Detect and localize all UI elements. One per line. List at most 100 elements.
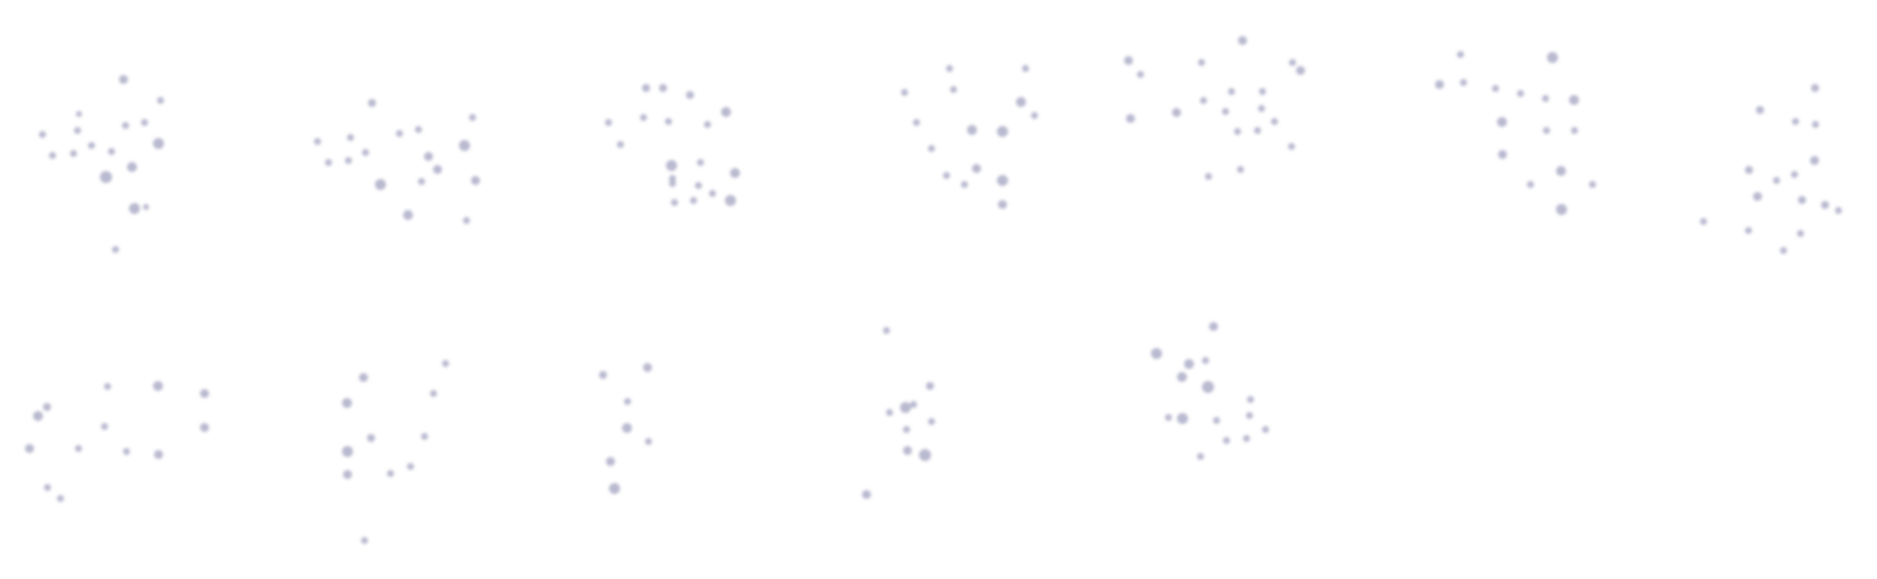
dot <box>1497 117 1507 127</box>
dot <box>406 462 414 470</box>
dot <box>622 423 632 433</box>
dot <box>668 174 676 182</box>
dot <box>1555 203 1567 215</box>
dot <box>1030 111 1038 119</box>
dot <box>432 164 442 174</box>
dot <box>1021 64 1029 72</box>
dot <box>1208 321 1218 331</box>
dot <box>1772 176 1780 184</box>
dot <box>668 179 676 187</box>
dot <box>696 158 704 166</box>
dot <box>374 178 386 190</box>
dot <box>1201 356 1209 364</box>
dot <box>942 171 950 179</box>
dot <box>128 202 140 214</box>
dot <box>87 141 95 149</box>
dot <box>1779 246 1787 254</box>
dot <box>441 359 449 367</box>
dot <box>909 400 917 408</box>
dot <box>73 126 81 134</box>
dot <box>1202 381 1214 393</box>
dot <box>1811 120 1819 128</box>
dot <box>1171 107 1181 117</box>
dot <box>199 388 209 398</box>
dot <box>686 91 694 99</box>
dot <box>1295 65 1305 75</box>
dot <box>608 482 620 494</box>
dot <box>1744 226 1752 234</box>
dot <box>470 175 480 185</box>
dot <box>668 161 676 169</box>
dot <box>414 125 422 133</box>
dot <box>694 181 702 189</box>
dot <box>367 434 375 442</box>
dot <box>358 372 368 382</box>
dot <box>403 210 413 220</box>
dot <box>1204 172 1212 180</box>
dot <box>1233 127 1241 135</box>
dot <box>1456 50 1464 58</box>
dot <box>156 96 164 104</box>
dot <box>33 411 43 421</box>
dot <box>1196 452 1204 460</box>
dot <box>1258 87 1266 95</box>
dot <box>153 381 163 391</box>
dot <box>1236 165 1244 173</box>
dot <box>121 121 129 129</box>
dot <box>1798 196 1806 204</box>
dot <box>1516 89 1524 97</box>
dot <box>43 403 51 411</box>
dot <box>118 74 128 84</box>
dot <box>76 111 82 117</box>
dot <box>996 125 1008 137</box>
dot <box>882 326 890 334</box>
dot <box>1237 35 1247 45</box>
dot <box>708 189 716 197</box>
dot <box>664 117 672 125</box>
dot <box>861 489 871 499</box>
dot <box>56 494 64 502</box>
dot <box>1246 395 1254 403</box>
dot <box>1811 84 1819 92</box>
dot <box>926 382 934 390</box>
dot <box>912 118 920 126</box>
dot <box>360 536 368 544</box>
dot <box>1570 126 1578 134</box>
dot <box>1556 166 1566 176</box>
dot <box>74 444 82 452</box>
dot <box>1270 117 1278 125</box>
dot <box>616 140 624 148</box>
dot <box>127 162 137 172</box>
dot <box>899 401 911 413</box>
dot <box>152 137 164 149</box>
dot <box>462 216 470 224</box>
dot <box>604 118 612 126</box>
dot <box>1136 70 1144 78</box>
dot <box>1526 180 1534 188</box>
dot <box>342 469 352 479</box>
dot <box>1242 434 1250 442</box>
dot <box>900 88 908 96</box>
dot <box>1261 425 1269 433</box>
dot <box>730 168 740 178</box>
dot <box>605 456 615 466</box>
dot <box>1257 104 1265 112</box>
dot <box>111 245 119 253</box>
dot <box>395 129 403 137</box>
dot <box>670 198 678 206</box>
dot <box>960 180 968 188</box>
dot <box>153 449 163 459</box>
dot <box>468 113 476 121</box>
dot <box>1221 107 1229 115</box>
dot <box>1491 84 1499 92</box>
dot <box>386 469 394 477</box>
dot <box>342 398 352 408</box>
dot <box>324 158 332 166</box>
dot <box>140 118 148 126</box>
dot <box>1227 87 1235 95</box>
dot <box>599 371 607 379</box>
dot <box>344 156 352 164</box>
dot <box>1177 372 1187 382</box>
dot <box>38 130 46 138</box>
